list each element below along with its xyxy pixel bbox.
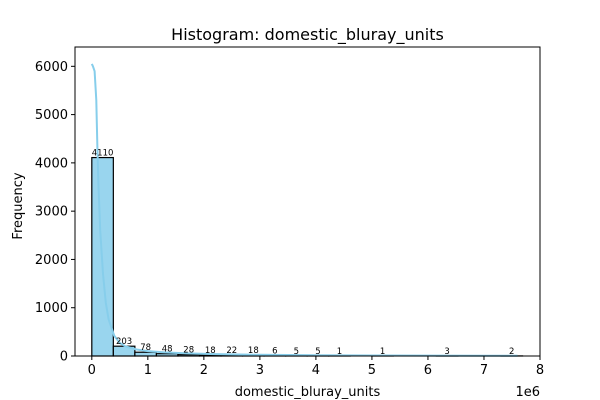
bar-value-label: 1 [337,347,342,357]
x-tick-label: 5 [368,363,376,378]
bar-value-label: 18 [205,346,216,356]
bar-value-label: 48 [162,345,173,355]
x-tick-label: 6 [424,363,432,378]
y-tick-label: 1000 [35,301,68,316]
x-axis-offset-label: 1e6 [515,385,540,400]
bar-value-label: 5 [315,347,320,357]
bar-value-label: 5 [294,347,299,357]
x-tick-label: 8 [536,363,544,378]
x-tick-label: 4 [312,363,320,378]
bar-value-label: 1 [380,347,385,357]
bar-value-label: 18 [248,346,259,356]
y-tick-label: 6000 [35,60,68,75]
x-tick-label: 7 [480,363,488,378]
bar-value-label: 6 [272,347,277,357]
x-tick-label: 3 [256,363,264,378]
kde-line [90,63,518,357]
bar-value-label: 22 [226,346,237,356]
y-tick-label: 2000 [35,253,68,268]
x-axis-label: domestic_bluray_units [235,385,381,400]
bar-value-label: 28 [183,346,194,356]
bar-value-label: 4110 [92,149,114,159]
x-tick-label: 2 [200,363,208,378]
y-tick-label: 5000 [35,108,68,123]
y-tick-label: 4000 [35,156,68,171]
y-axis-label: Frequency [11,172,26,239]
x-tick-label: 1 [144,363,152,378]
bar-value-label: 3 [444,347,449,357]
chart-title: Histogram: domestic_bluray_units [171,25,444,45]
y-tick-label: 3000 [35,205,68,220]
bar-value-label: 203 [116,337,132,347]
plot-frame [74,46,541,357]
bar-value-label: 78 [140,343,151,353]
y-tick-label: 0 [60,350,68,365]
x-tick-label: 0 [88,363,96,378]
bar-value-label: 2 [509,347,514,357]
